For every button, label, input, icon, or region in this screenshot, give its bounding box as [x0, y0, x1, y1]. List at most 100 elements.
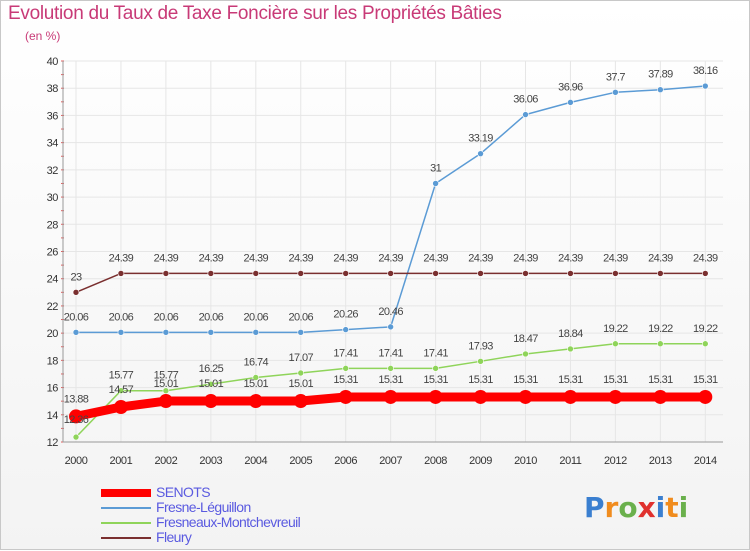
data-point-fresne-leguillon[interactable]: [612, 88, 619, 96]
data-point-fresne-leguillon[interactable]: [297, 329, 305, 336]
data-point-senots[interactable]: [518, 389, 533, 404]
y-tick-label: 36: [47, 110, 59, 122]
y-tick-label: 18: [47, 355, 59, 367]
data-point-senots[interactable]: [113, 400, 128, 415]
data-point-fleury[interactable]: [252, 270, 260, 277]
y-tick-label: 16: [47, 383, 59, 395]
y-tick-label: 26: [47, 247, 59, 259]
data-point-fleury[interactable]: [567, 270, 574, 277]
data-point-fresne-leguillon[interactable]: [162, 329, 170, 336]
legend-item-fleury[interactable]: Fleury: [101, 529, 401, 546]
data-point-fresneaux-montchevreuil[interactable]: [612, 340, 619, 348]
data-point-fresne-leguillon[interactable]: [567, 99, 574, 106]
data-label-senots: 15.31: [693, 374, 718, 386]
data-label-fleury: 24.39: [693, 252, 718, 264]
data-point-fresne-leguillon[interactable]: [432, 180, 439, 187]
logo-letter: x: [637, 491, 656, 524]
data-label-fresne-leguillon: 20.46: [378, 306, 403, 318]
data-point-senots[interactable]: [248, 394, 263, 409]
y-tick-label: 40: [47, 56, 59, 68]
data-point-fresneaux-montchevreuil[interactable]: [342, 365, 350, 372]
data-point-fresneaux-montchevreuil[interactable]: [117, 387, 125, 395]
x-tick-label: 2011: [559, 455, 581, 467]
data-point-fresneaux-montchevreuil[interactable]: [297, 369, 305, 377]
data-point-fresneaux-montchevreuil[interactable]: [567, 345, 574, 353]
data-label-fresneaux-montchevreuil: 17.93: [468, 340, 493, 352]
data-point-senots[interactable]: [69, 409, 83, 424]
data-point-fresne-leguillon[interactable]: [477, 150, 484, 157]
data-label-senots: 15.31: [603, 374, 628, 386]
data-point-senots[interactable]: [203, 394, 218, 409]
logo-letter: i: [678, 491, 689, 524]
legend-item-senots[interactable]: SENOTS: [101, 484, 401, 501]
x-tick-label: 2002: [154, 455, 177, 467]
data-label-fresne-leguillon: 33.19: [468, 133, 493, 145]
proxiti-logo[interactable]: Proxiti: [584, 491, 688, 524]
data-point-fresneaux-montchevreuil[interactable]: [657, 340, 664, 348]
series: [69, 82, 713, 441]
data-point-senots[interactable]: [293, 394, 308, 409]
data-label-fresne-leguillon: 36.96: [558, 81, 583, 93]
x-tick-label: 2003: [199, 455, 222, 467]
data-point-fresne-leguillon[interactable]: [117, 329, 125, 336]
data-point-fresneaux-montchevreuil[interactable]: [72, 433, 80, 441]
data-label-senots: 15.31: [378, 374, 403, 386]
data-label-fresneaux-montchevreuil: 17.41: [333, 347, 358, 359]
data-point-fleury[interactable]: [72, 289, 80, 296]
data-point-fresneaux-montchevreuil[interactable]: [477, 358, 484, 365]
data-point-senots[interactable]: [608, 389, 623, 404]
data-point-fleury[interactable]: [387, 270, 394, 277]
data-point-fleury[interactable]: [657, 270, 664, 277]
data-label-fresneaux-montchevreuil: 16.25: [199, 363, 224, 375]
data-point-fresne-leguillon[interactable]: [252, 329, 260, 336]
data-point-fresne-leguillon[interactable]: [657, 86, 664, 94]
data-point-fleury[interactable]: [342, 270, 350, 277]
data-point-fleury[interactable]: [432, 270, 439, 277]
data-point-fresneaux-montchevreuil[interactable]: [207, 380, 215, 388]
data-point-fresneaux-montchevreuil[interactable]: [701, 340, 709, 348]
data-point-senots[interactable]: [338, 389, 353, 404]
data-point-senots[interactable]: [653, 389, 668, 404]
x-tick-label: 2008: [424, 455, 447, 467]
data-point-fresneaux-montchevreuil[interactable]: [252, 374, 260, 381]
data-point-fresneaux-montchevreuil[interactable]: [522, 350, 529, 358]
x-tick-label: 2009: [469, 455, 492, 467]
data-label-senots: 15.31: [423, 374, 448, 386]
data-point-senots[interactable]: [158, 394, 173, 409]
data-point-fleury[interactable]: [117, 270, 125, 277]
data-point-fleury[interactable]: [297, 270, 305, 277]
data-label-senots: 15.31: [648, 374, 673, 386]
data-label-senots: 15.31: [468, 374, 493, 386]
data-point-fleury[interactable]: [162, 270, 170, 277]
data-point-fleury[interactable]: [612, 270, 619, 277]
data-point-senots[interactable]: [473, 389, 488, 404]
legend-item-fresneaux-montchevreuil[interactable]: Fresneaux-Montchevreuil: [101, 514, 401, 531]
grid: [63, 60, 723, 443]
data-point-fresne-leguillon[interactable]: [342, 326, 350, 333]
data-point-fresne-leguillon[interactable]: [207, 329, 215, 336]
data-point-fleury[interactable]: [701, 270, 709, 277]
data-label-senots: 13.88: [64, 393, 89, 405]
data-point-fresne-leguillon[interactable]: [701, 82, 709, 90]
data-point-fresneaux-montchevreuil[interactable]: [162, 387, 170, 395]
data-point-fresneaux-montchevreuil[interactable]: [387, 365, 394, 372]
data-label-fresneaux-montchevreuil: 17.41: [378, 347, 403, 359]
logo-letter: P: [584, 491, 605, 524]
data-point-fresne-leguillon[interactable]: [72, 329, 80, 336]
data-point-fresne-leguillon[interactable]: [387, 323, 394, 331]
logo-letter: o: [618, 491, 638, 524]
data-point-senots[interactable]: [698, 389, 713, 404]
data-point-senots[interactable]: [563, 389, 578, 404]
data-point-senots[interactable]: [383, 389, 398, 404]
data-point-fresne-leguillon[interactable]: [522, 111, 529, 118]
x-tick-label: 2004: [244, 455, 267, 467]
data-point-fleury[interactable]: [207, 270, 215, 277]
data-point-senots[interactable]: [428, 389, 443, 404]
data-label-fresne-leguillon: 20.06: [244, 311, 269, 323]
data-point-fresneaux-montchevreuil[interactable]: [432, 365, 439, 372]
data-point-fleury[interactable]: [522, 270, 529, 277]
data-point-fleury[interactable]: [477, 270, 484, 277]
legend-item-fresne-leguillon[interactable]: Fresne-Léguillon: [101, 499, 401, 516]
data-label-fresneaux-montchevreuil: 15.77: [109, 370, 134, 382]
legend-swatch-fresneaux-montchevreuil: [101, 522, 151, 524]
